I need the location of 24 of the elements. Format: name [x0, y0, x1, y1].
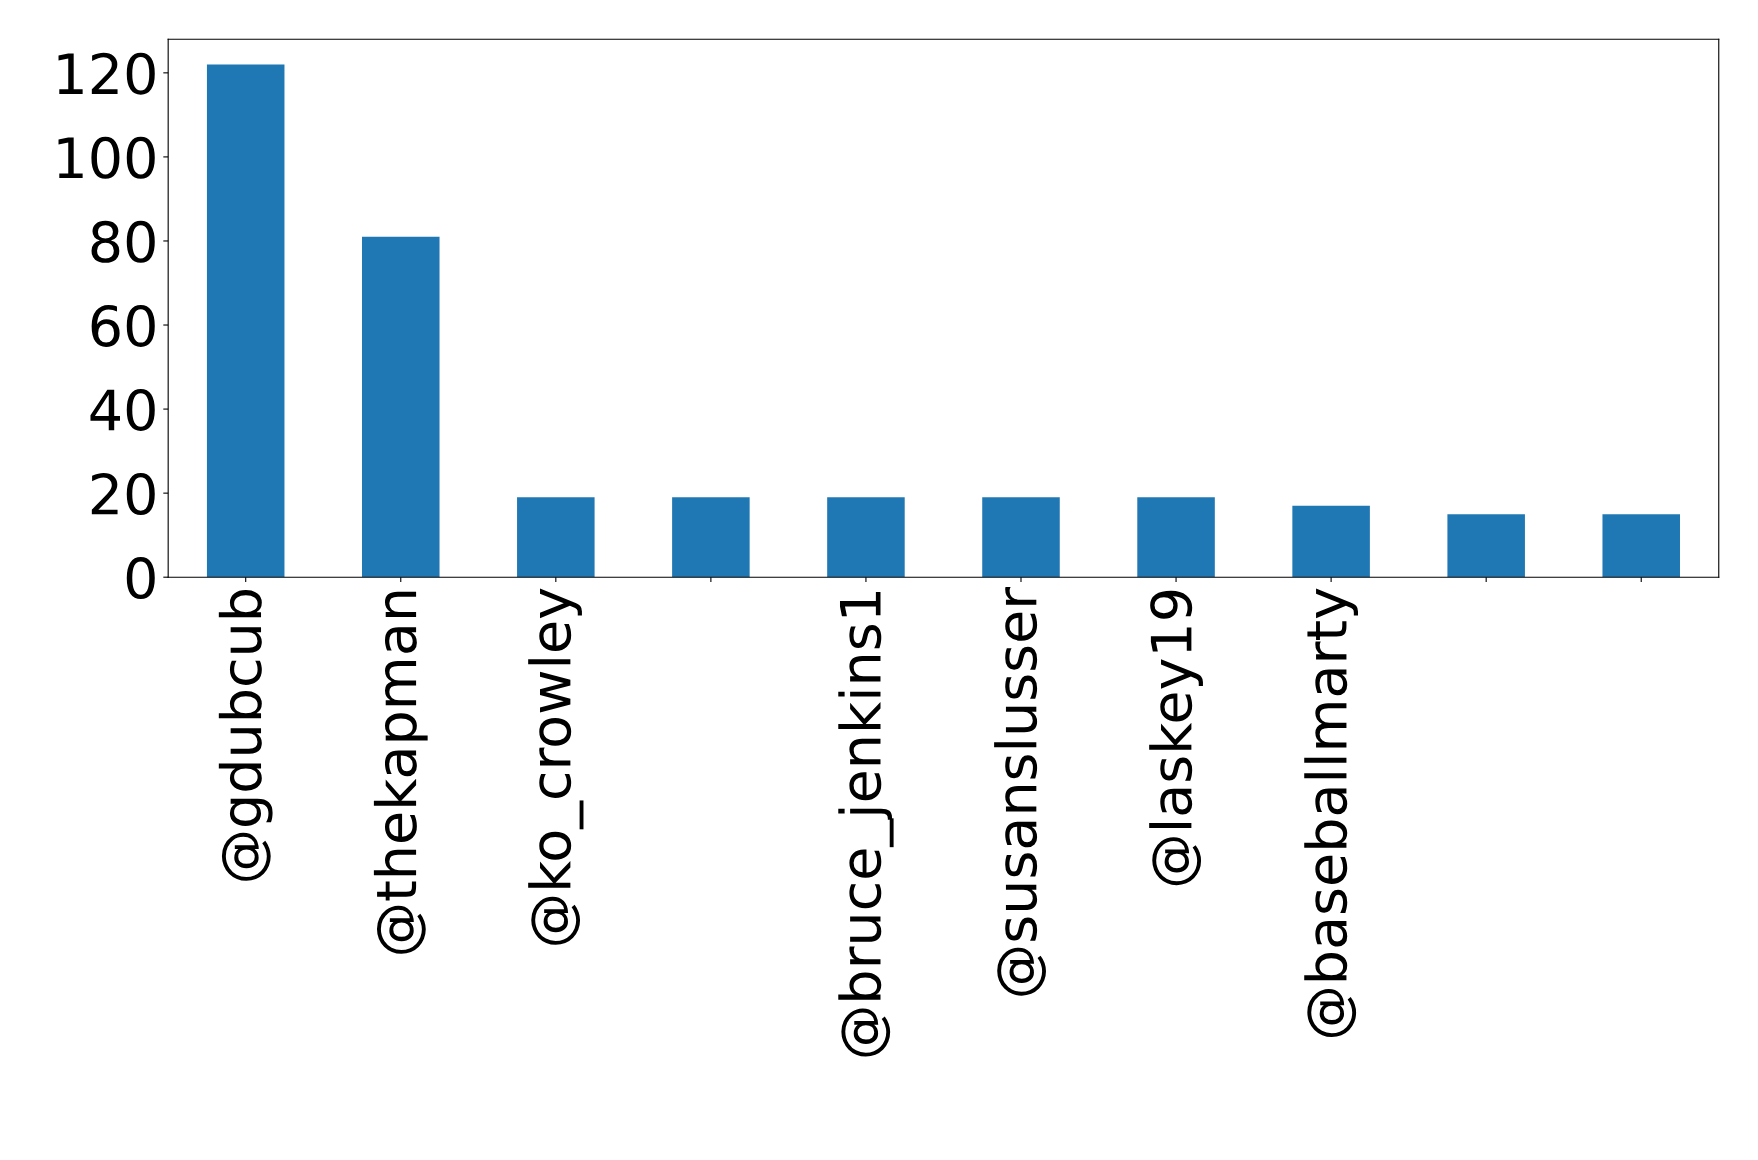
x-tick-label: @laskey19: [1149, 590, 1203, 886]
y-tick-label: 80: [91, 220, 155, 263]
bar: [1447, 514, 1525, 578]
bar: [1137, 497, 1215, 578]
bar: [206, 64, 285, 578]
y-tick-label: 100: [58, 136, 155, 179]
x-tick-label: @susanslusser: [994, 586, 1046, 996]
x-tick-label: @bruce_jenkins1: [838, 592, 894, 1057]
bar: [827, 497, 905, 578]
y-tick-label: 60: [91, 304, 155, 347]
bar: [517, 497, 595, 578]
y-tick-label: 20: [91, 473, 155, 516]
y-tick-label: 120: [58, 52, 155, 95]
bar: [982, 497, 1060, 578]
bar: [1292, 505, 1370, 578]
bar: [1602, 514, 1680, 578]
x-tick-label: @baseballmarty: [1304, 588, 1358, 1038]
bar: [362, 236, 440, 578]
x-tick-label: @thekapman: [373, 591, 428, 954]
x-tick-label: @ko_crowley: [528, 588, 584, 945]
y-tick-label: 0: [126, 557, 155, 600]
y-tick-label: 40: [90, 388, 155, 431]
x-tick-label: @gdubcub: [218, 589, 273, 881]
bar: [672, 497, 750, 578]
